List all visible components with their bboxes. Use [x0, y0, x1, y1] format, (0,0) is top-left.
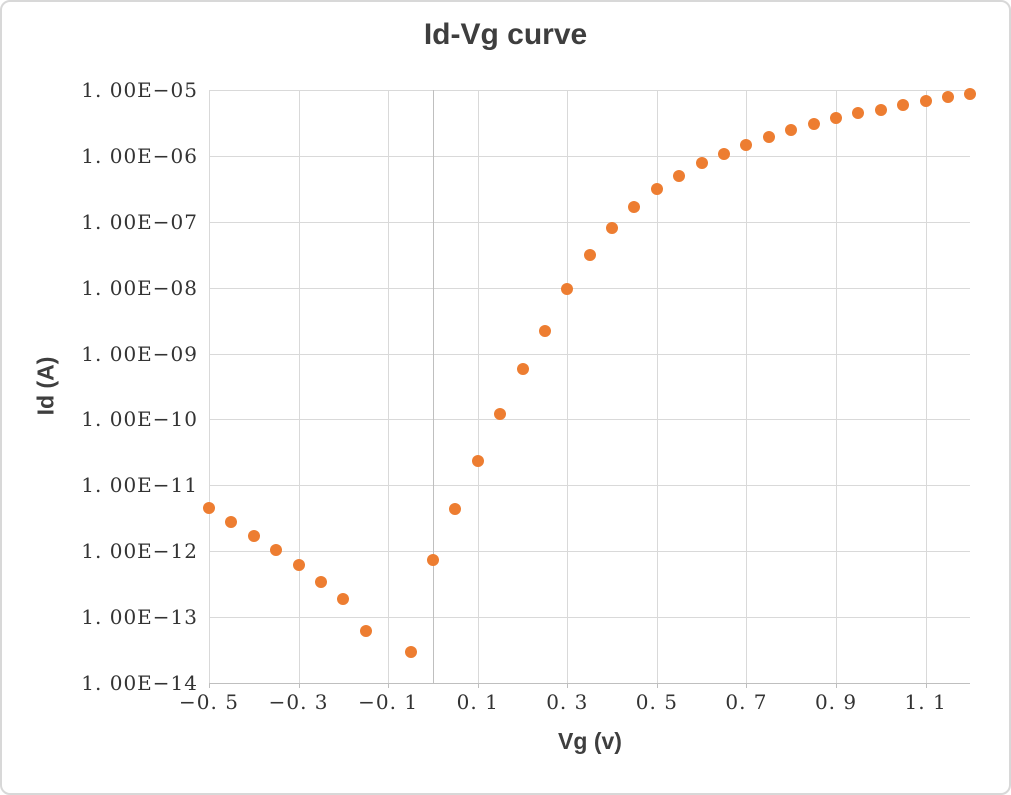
y-axis-line — [432, 90, 434, 683]
x-tick-mark — [836, 683, 838, 688]
data-point — [830, 112, 843, 125]
data-point — [785, 123, 798, 136]
x-tick-mark — [567, 683, 569, 688]
x-gridline — [477, 90, 479, 683]
y-gridline — [209, 287, 970, 289]
data-point — [538, 324, 551, 337]
data-point — [673, 170, 686, 183]
y-tick-label: 1. 00E−08 — [81, 275, 198, 300]
x-gridline — [836, 90, 838, 683]
data-point — [740, 139, 753, 152]
data-point — [807, 117, 820, 130]
data-point — [404, 645, 417, 658]
y-tick-label: 1. 00E−06 — [81, 143, 198, 168]
data-point — [762, 130, 775, 143]
x-gridline — [656, 90, 658, 683]
data-point — [583, 249, 596, 262]
y-gridline — [209, 155, 970, 157]
data-point — [270, 543, 283, 556]
y-tick-label: 1. 00E−05 — [81, 78, 198, 102]
x-tick-label: −0. 5 — [179, 690, 239, 714]
x-gridline — [925, 90, 927, 683]
x-axis-line — [209, 683, 970, 684]
data-point — [359, 624, 372, 637]
y-tick-label: 1. 00E−12 — [81, 539, 198, 564]
y-gridline — [209, 353, 970, 355]
x-gridline — [746, 90, 748, 683]
data-point — [494, 408, 507, 421]
x-axis-title: Vg (v) — [558, 728, 622, 754]
x-tick-mark — [746, 683, 748, 688]
data-point — [449, 502, 462, 515]
y-gridline — [209, 485, 970, 487]
data-point — [852, 107, 865, 120]
y-tick-label: 1. 00E−10 — [81, 407, 198, 432]
plot-area — [203, 88, 977, 688]
x-tick-label: 0. 3 — [546, 690, 589, 714]
data-point — [942, 90, 954, 103]
x-tick-mark — [298, 683, 300, 688]
x-tick-mark — [209, 683, 210, 688]
x-tick-label: 0. 5 — [635, 690, 678, 714]
data-point — [650, 183, 663, 196]
data-point — [628, 201, 641, 214]
data-point — [516, 363, 529, 376]
y-gridline — [209, 419, 970, 421]
data-point — [718, 148, 731, 161]
data-point — [292, 558, 305, 571]
data-point — [225, 515, 238, 528]
data-point — [426, 553, 439, 566]
y-tick-label: 1. 00E−09 — [81, 341, 198, 366]
x-tick-label: 0. 9 — [814, 690, 858, 714]
data-point — [606, 222, 619, 235]
data-point — [964, 88, 977, 101]
data-point — [203, 502, 215, 515]
x-tick-mark — [388, 683, 390, 688]
data-point — [695, 156, 708, 169]
data-point — [314, 576, 327, 589]
x-gridline — [567, 90, 569, 683]
data-point — [337, 592, 350, 605]
data-point — [561, 283, 574, 296]
y-tick-label: 1. 00E−13 — [81, 605, 198, 630]
x-tick-label: −0. 3 — [268, 690, 329, 714]
x-tick-label: 0. 7 — [725, 690, 768, 714]
y-tick-label: 1. 00E−11 — [81, 473, 198, 498]
y-gridline — [209, 221, 970, 223]
x-tick-mark — [656, 683, 658, 688]
data-point — [874, 103, 887, 116]
x-tick-mark — [477, 683, 479, 688]
y-tick-label: 1. 00E−07 — [81, 209, 198, 234]
x-tick-label: 0. 1 — [456, 690, 499, 714]
x-gridline — [209, 90, 210, 683]
x-gridline — [388, 90, 390, 683]
y-tick-label: 1. 00E−14 — [81, 671, 198, 695]
x-gridline — [298, 90, 300, 683]
data-point — [247, 530, 260, 543]
y-gridline — [209, 617, 970, 619]
y-gridline — [209, 90, 970, 91]
x-tick-mark — [925, 683, 927, 688]
data-point — [919, 95, 932, 108]
data-point — [897, 99, 910, 112]
chart-title: Id-Vg curve — [423, 18, 588, 51]
y-gridline — [209, 551, 970, 553]
x-tick-label: −0. 1 — [358, 690, 419, 714]
data-point — [471, 455, 484, 468]
x-tick-label: 1. 1 — [904, 690, 947, 714]
